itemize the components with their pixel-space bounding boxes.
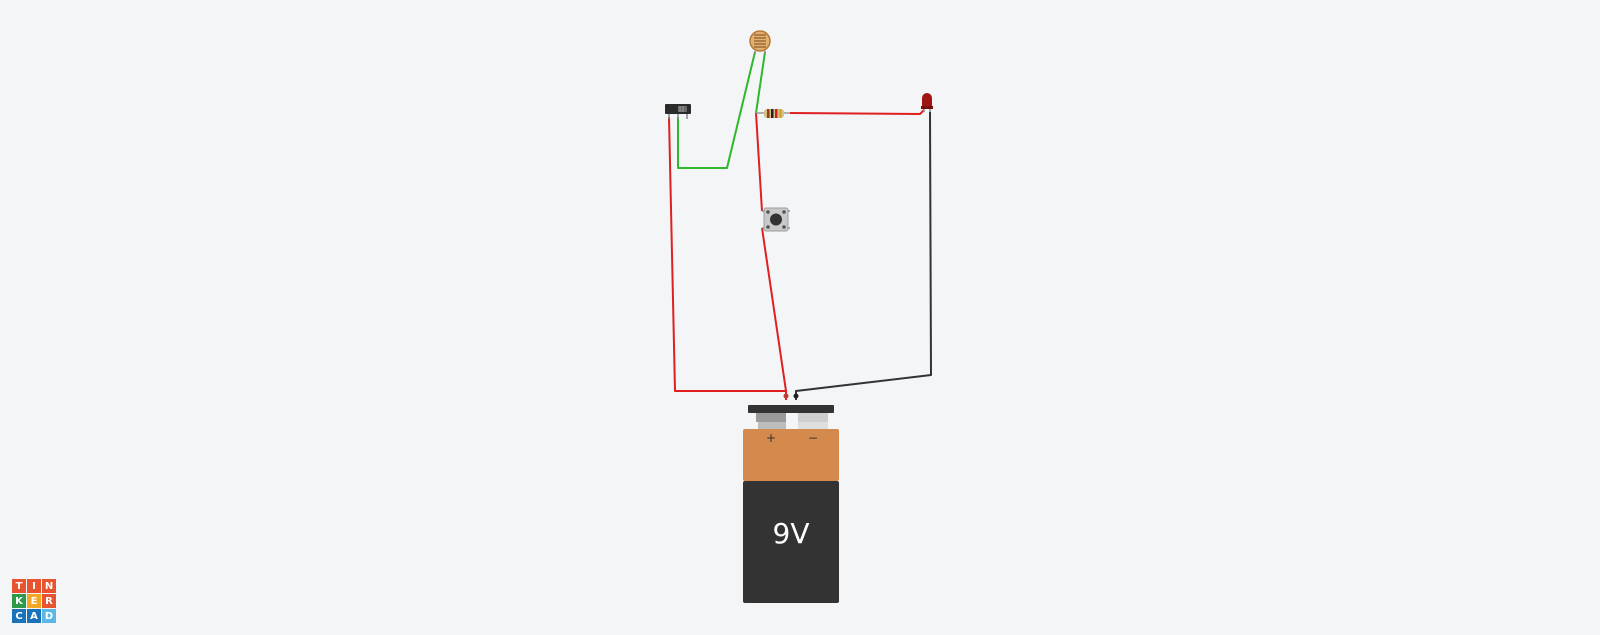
wire-green-photoresistor-to-resistor[interactable]	[755, 51, 766, 114]
logo-letter: T	[12, 579, 26, 593]
wires	[668, 51, 932, 400]
wire-red-resistor-to-led[interactable]	[789, 109, 925, 115]
logo-letter: A	[27, 609, 41, 623]
logo-letter: D	[42, 609, 56, 623]
battery-voltage-label: 9V	[773, 517, 810, 550]
logo-letter: K	[12, 594, 26, 608]
wire-red-button-to-battery[interactable]	[761, 227, 787, 392]
wire-red-resistor-to-button[interactable]	[755, 112, 763, 212]
logo-letter: C	[12, 609, 26, 623]
battery-9v[interactable]: + − 9V	[743, 393, 839, 604]
battery-snap-positive[interactable]	[783, 393, 789, 399]
battery-plus-label: +	[766, 431, 776, 445]
wire-black-led-to-battery[interactable]	[795, 111, 932, 400]
pushbutton[interactable]	[762, 207, 790, 232]
slide-switch[interactable]	[665, 104, 691, 119]
wire-red-switch-to-battery[interactable]	[668, 116, 787, 400]
battery-minus-label: −	[808, 431, 818, 445]
battery-snap-negative[interactable]	[793, 393, 799, 399]
wire-green-switch-to-photoresistor[interactable]	[677, 51, 756, 169]
logo-letter: E	[27, 594, 41, 608]
logo-letter: I	[27, 579, 41, 593]
logo-letter: R	[42, 594, 56, 608]
resistor[interactable]	[756, 109, 790, 118]
logo-letter: N	[42, 579, 56, 593]
photoresistor[interactable]	[749, 30, 771, 54]
led-red[interactable]	[921, 93, 933, 112]
